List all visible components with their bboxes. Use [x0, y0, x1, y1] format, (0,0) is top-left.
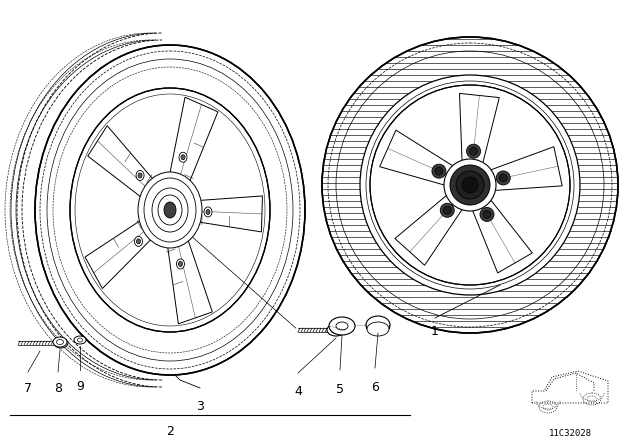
Text: 2: 2 [166, 425, 174, 438]
Ellipse shape [440, 203, 454, 217]
Ellipse shape [483, 211, 491, 219]
Ellipse shape [144, 178, 196, 242]
Ellipse shape [360, 75, 580, 295]
Ellipse shape [329, 317, 355, 335]
Ellipse shape [158, 195, 182, 225]
Ellipse shape [435, 167, 443, 175]
Ellipse shape [462, 177, 478, 193]
Ellipse shape [54, 338, 68, 348]
Text: 7: 7 [24, 382, 32, 395]
Ellipse shape [164, 202, 176, 218]
Ellipse shape [370, 85, 570, 285]
Ellipse shape [136, 170, 144, 181]
Polygon shape [88, 126, 158, 202]
Ellipse shape [53, 337, 67, 347]
Ellipse shape [322, 37, 618, 333]
Ellipse shape [456, 171, 484, 199]
Ellipse shape [366, 316, 390, 334]
Ellipse shape [444, 159, 496, 211]
Text: 6: 6 [371, 381, 379, 394]
Text: 1: 1 [431, 325, 439, 338]
Ellipse shape [496, 171, 510, 185]
Ellipse shape [152, 188, 188, 232]
Polygon shape [166, 233, 212, 324]
Ellipse shape [177, 259, 184, 269]
Ellipse shape [499, 174, 508, 182]
Polygon shape [395, 193, 464, 265]
Ellipse shape [206, 210, 210, 215]
Ellipse shape [138, 172, 202, 248]
Ellipse shape [327, 324, 345, 336]
Text: 5: 5 [336, 383, 344, 396]
Ellipse shape [444, 206, 451, 214]
Polygon shape [168, 97, 218, 189]
Ellipse shape [179, 152, 187, 162]
Ellipse shape [480, 207, 494, 221]
Ellipse shape [179, 262, 182, 267]
Ellipse shape [77, 338, 83, 342]
Ellipse shape [336, 322, 348, 330]
Ellipse shape [467, 144, 481, 158]
Ellipse shape [134, 237, 143, 246]
Text: 3: 3 [196, 400, 204, 413]
Ellipse shape [35, 45, 305, 375]
Ellipse shape [450, 165, 490, 205]
Polygon shape [471, 197, 532, 273]
Text: 4: 4 [294, 385, 302, 398]
Polygon shape [460, 93, 499, 166]
Polygon shape [380, 130, 456, 186]
Polygon shape [192, 196, 262, 232]
Ellipse shape [74, 336, 86, 344]
Text: 9: 9 [76, 380, 84, 393]
Ellipse shape [204, 207, 212, 217]
Text: 11C32028: 11C32028 [548, 429, 591, 438]
Polygon shape [488, 147, 562, 190]
Ellipse shape [136, 239, 141, 244]
Ellipse shape [432, 164, 446, 178]
Ellipse shape [470, 147, 477, 155]
Ellipse shape [138, 173, 142, 178]
Ellipse shape [181, 155, 185, 160]
Ellipse shape [367, 322, 389, 336]
Polygon shape [85, 216, 157, 289]
Text: 8: 8 [54, 382, 62, 395]
